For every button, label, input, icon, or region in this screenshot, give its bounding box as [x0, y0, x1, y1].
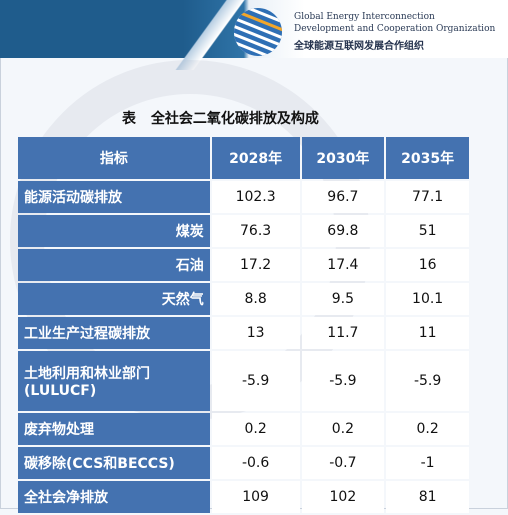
cell-value: 0.2 — [386, 413, 469, 445]
row-label: 废弃物处理 — [18, 413, 210, 445]
cell-value: -1 — [386, 447, 469, 479]
row-label: 能源活动碳排放 — [18, 181, 210, 213]
table-row: 石油 17.2 17.4 16 — [18, 249, 469, 281]
table-row: 工业生产过程碳排放 13 11.7 11 — [18, 317, 469, 349]
org-name-en-line2: Development and Cooperation Organization — [294, 24, 496, 34]
cell-value: 9.5 — [301, 283, 385, 315]
globe-logo-icon — [234, 8, 282, 56]
cell-value: 77.1 — [386, 181, 469, 213]
cell-value: 10.1 — [386, 283, 469, 315]
org-name-en-line1: Global Energy Interconnection — [294, 12, 435, 22]
cell-value: 102 — [301, 481, 385, 513]
table-row: 全社会净排放 109 102 81 — [18, 481, 469, 513]
cell-value: 81 — [386, 481, 469, 513]
cell-value: 8.8 — [211, 283, 300, 315]
cell-value: 16 — [386, 249, 469, 281]
cell-value: -5.9 — [211, 351, 300, 411]
table-row: 天然气 8.8 9.5 10.1 — [18, 283, 469, 315]
cell-value: 17.4 — [301, 249, 385, 281]
cell-value: 69.8 — [301, 215, 385, 247]
table-row: 土地利用和林业部门 (LULUCF) -5.9 -5.9 -5.9 — [18, 351, 469, 411]
cell-value: 102.3 — [211, 181, 300, 213]
row-label: 煤炭 — [18, 215, 210, 247]
table-row: 能源活动碳排放 102.3 96.7 77.1 — [18, 181, 469, 213]
cell-value: 11.7 — [301, 317, 385, 349]
cell-value: -0.7 — [301, 447, 385, 479]
row-label: 土地利用和林业部门 (LULUCF) — [18, 351, 210, 411]
cell-value: 13 — [211, 317, 300, 349]
cell-value: -5.9 — [386, 351, 469, 411]
cell-value: 51 — [386, 215, 469, 247]
cell-value: 11 — [386, 317, 469, 349]
column-header-2028: 2028年 — [211, 137, 300, 179]
cell-value: 0.2 — [211, 413, 300, 445]
cell-value: 109 — [211, 481, 300, 513]
row-label-line1: 土地利用和林业部门 — [24, 366, 150, 382]
table-row: 废弃物处理 0.2 0.2 0.2 — [18, 413, 469, 445]
column-header-indicator: 指标 — [18, 137, 210, 179]
row-label: 碳移除(CCS和BECCS) — [18, 447, 210, 479]
column-header-2030: 2030年 — [301, 137, 385, 179]
cell-value: 0.2 — [301, 413, 385, 445]
cell-value: 76.3 — [211, 215, 300, 247]
cell-value: 96.7 — [301, 181, 385, 213]
row-label-line2: (LULUCF) — [24, 383, 97, 399]
row-label: 全社会净排放 — [18, 481, 210, 513]
table-row: 煤炭 76.3 69.8 51 — [18, 215, 469, 247]
row-label: 天然气 — [18, 283, 210, 315]
emissions-table: 指标 2028年 2030年 2035年 能源活动碳排放 102.3 96.7 … — [16, 135, 471, 515]
table-caption: 表 全社会二氧化碳排放及构成 — [122, 111, 319, 127]
column-header-2035: 2035年 — [386, 137, 469, 179]
table-header-row: 指标 2028年 2030年 2035年 — [18, 137, 469, 179]
row-label: 石油 — [18, 249, 210, 281]
org-name-cn: 全球能源互联网发展合作组织 — [294, 41, 424, 52]
cell-value: -0.6 — [211, 447, 300, 479]
row-label: 工业生产过程碳排放 — [18, 317, 210, 349]
cell-value: 17.2 — [211, 249, 300, 281]
table-row: 碳移除(CCS和BECCS) -0.6 -0.7 -1 — [18, 447, 469, 479]
cell-value: -5.9 — [301, 351, 385, 411]
